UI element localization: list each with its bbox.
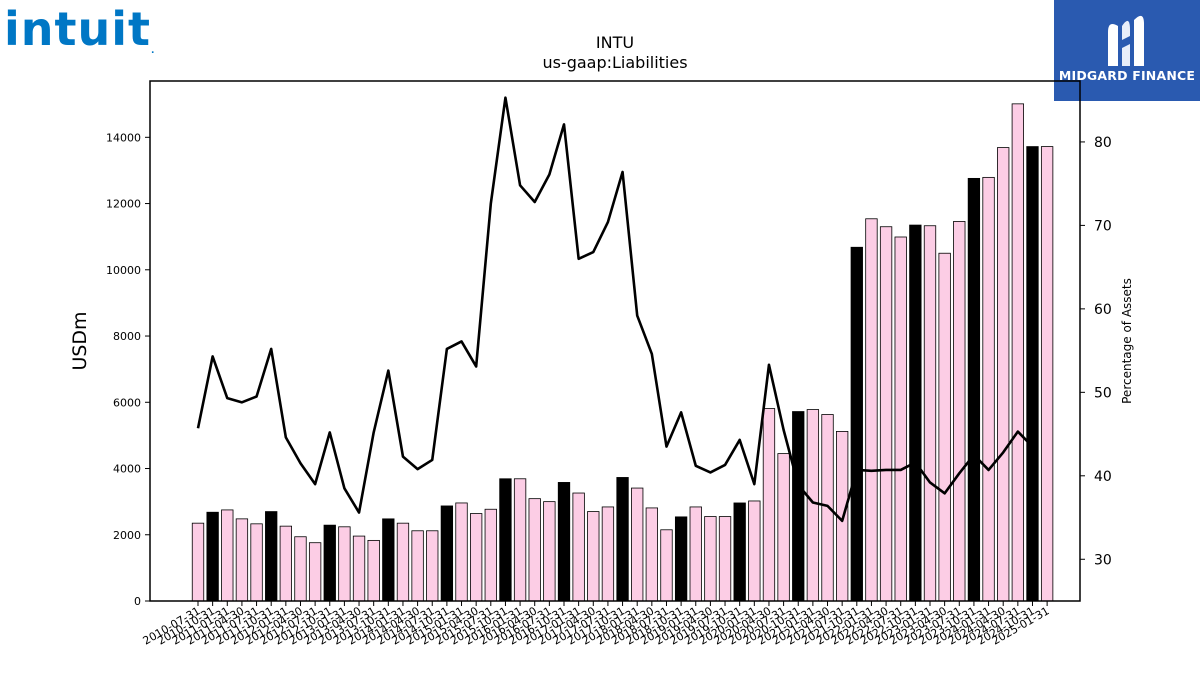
y2-tick-label: 30: [1094, 552, 1112, 568]
bar-2011-04-30: [235, 518, 249, 602]
y2-tick-label: 80: [1094, 135, 1112, 151]
bar-2022-10-31: [909, 224, 922, 602]
bar-2019-04-30: [704, 516, 717, 602]
bar-2016-04-30: [528, 498, 541, 602]
bar-2023-10-31: [967, 177, 981, 602]
y2-tick-label: 60: [1094, 302, 1112, 318]
bar-2015-04-30: [470, 513, 483, 602]
y-tick-label: 14000: [106, 131, 141, 144]
bar-2022-07-31: [894, 236, 907, 602]
y-tick-label: 4000: [113, 463, 141, 476]
percentage-of-assets-line: [196, 96, 1034, 523]
chart-title: INTU: [596, 33, 634, 52]
bar-2017-07-31: [601, 506, 615, 602]
y-tick-label: 12000: [106, 198, 141, 211]
bar-2021-04-30: [821, 414, 834, 602]
bar-2021-01-31: [806, 409, 820, 602]
bar-2012-01-31: [279, 525, 292, 602]
bar-2018-10-31: [674, 516, 688, 602]
bar-2021-10-31: [850, 246, 863, 602]
y-tick-label: 8000: [113, 330, 141, 343]
bar-2017-04-30: [587, 511, 600, 602]
y2-tick-label: 50: [1094, 385, 1112, 401]
y-tick-label: 6000: [113, 396, 141, 409]
y2-axis-label: Percentage of Assets: [1120, 278, 1134, 404]
bar-2014-01-31: [396, 522, 410, 602]
y2-tick-label: 70: [1094, 218, 1112, 234]
bar-2023-07-31: [953, 221, 966, 602]
bar-2011-01-31: [221, 509, 234, 602]
bar-2024-07-31: [1011, 103, 1024, 602]
bar-2017-10-31: [616, 477, 629, 602]
y2-tick-label: 40: [1094, 469, 1112, 485]
bar-2023-01-31: [923, 225, 937, 602]
bar-2019-07-31: [718, 516, 732, 602]
bar-2024-04-30: [997, 147, 1010, 602]
bar-2023-04-30: [938, 252, 951, 602]
bar-2013-07-31: [367, 539, 380, 602]
y-tick-label: 0: [134, 595, 141, 608]
bar-2018-01-31: [631, 487, 644, 602]
bar-2020-10-31: [792, 411, 805, 602]
bar-2019-01-31: [689, 506, 702, 602]
bar-2012-10-31: [323, 524, 336, 602]
bar-2010-07-31: [191, 522, 205, 602]
bar-2015-10-31: [499, 478, 512, 602]
y-tick-label: 2000: [113, 529, 141, 542]
chart-subtitle: us-gaap:Liabilities: [542, 53, 687, 72]
bar-2022-01-31: [865, 218, 878, 602]
bar-2025-01-31: [1040, 146, 1054, 602]
bar-2018-07-31: [660, 529, 673, 602]
bar-2011-10-31: [265, 511, 278, 602]
bar-2020-01-31: [748, 500, 761, 602]
bar-2014-10-31: [440, 505, 454, 602]
brand-label: MIDGARD FINANCE: [1058, 68, 1196, 83]
intuit-logo: intuit.: [4, 2, 156, 56]
bar-2010-10-31: [206, 511, 219, 602]
bar-2016-01-31: [513, 478, 527, 602]
y-tick-label: 10000: [106, 264, 141, 277]
bar-2019-10-31: [733, 502, 746, 602]
bar-2016-10-31: [557, 482, 571, 602]
bar-2012-07-31: [308, 542, 322, 602]
bar-2024-01-31: [982, 176, 995, 602]
bar-2018-04-30: [645, 507, 658, 602]
plot-frame: [149, 80, 1081, 602]
bar-2024-10-31: [1026, 146, 1039, 602]
bar-2014-07-31: [426, 530, 439, 602]
bar-2015-07-31: [484, 508, 497, 602]
bar-2015-01-31: [455, 502, 468, 602]
bar-2013-01-31: [338, 526, 351, 602]
bar-2016-07-31: [543, 501, 556, 602]
bar-2013-04-30: [352, 535, 366, 602]
bar-2014-04-30: [411, 530, 424, 602]
midgard-finance-logo: MIDGARD FINANCE: [1054, 0, 1200, 101]
bar-2013-10-31: [382, 518, 395, 602]
bar-2011-07-31: [250, 523, 263, 602]
bar-2017-01-31: [572, 492, 585, 602]
bar-2022-04-30: [879, 226, 893, 602]
bar-2020-04-30: [762, 408, 776, 602]
midgard-emblem-icon: [1108, 15, 1144, 66]
y-axis-label: USDm: [69, 311, 91, 370]
bar-2020-07-31: [777, 453, 790, 602]
bar-2012-04-30: [294, 536, 307, 602]
